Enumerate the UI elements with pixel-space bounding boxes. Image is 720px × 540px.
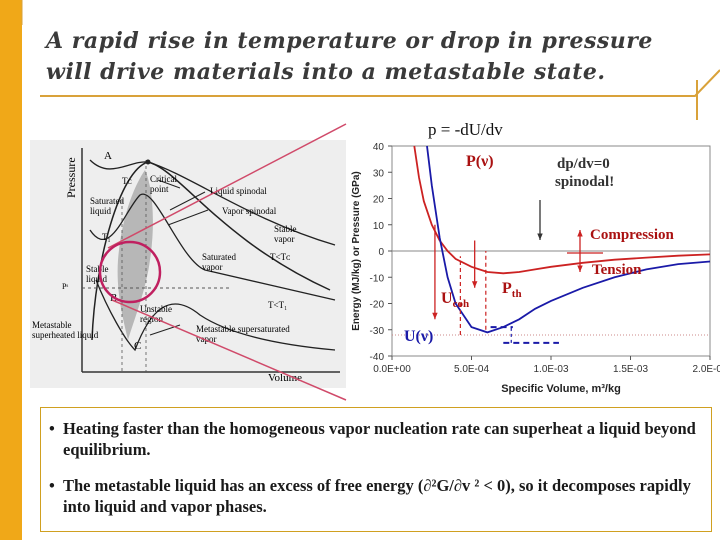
- bullet-1: • Heating faster than the homogeneous va…: [49, 418, 699, 460]
- pv-label-metastable-vapor: Metastable supersaturated vapor: [196, 324, 290, 344]
- pv-label-unstable-region: Unstable region: [140, 304, 172, 324]
- arrow-pth-head: [471, 281, 478, 288]
- arrow-spinodal-head: [537, 233, 543, 240]
- arrow-compression-up-head: [577, 230, 583, 237]
- y-tick-label: -40: [370, 352, 385, 363]
- annotation-u-coh: Ucoh: [441, 290, 469, 310]
- equation-label: p = -dU/dv: [428, 120, 503, 139]
- pv-label-t1: T₁: [102, 232, 111, 242]
- annotation-spinodal-2: spinodal!: [555, 174, 615, 190]
- u-coh-sub: coh: [452, 298, 470, 311]
- annotation-u-nu: U(ν): [404, 328, 434, 345]
- bullet-2-text: The metastable liquid has an excess of f…: [63, 476, 691, 516]
- y-tick-label: 30: [373, 168, 385, 179]
- pv-label-t-lt-t1: T<T₁: [268, 300, 288, 310]
- bullet-box: • Heating faster than the homogeneous va…: [40, 407, 712, 532]
- pv-diagram-drawing: [81, 148, 340, 373]
- pv-label-liquid-spinodal: Liquid spinodal: [210, 186, 267, 196]
- y-axis-label: Energy (MJ/kg) or Pressure (GPa): [351, 171, 362, 331]
- zoom-line-top: [107, 123, 347, 249]
- pv-axis-x: Volume: [268, 372, 303, 384]
- y-tick-label: -30: [370, 326, 385, 337]
- x-tick-label: 2.0E-03: [692, 364, 720, 375]
- pv-label-c: C: [134, 340, 142, 352]
- title-line-2: will drive materials into a metastable s…: [46, 59, 606, 85]
- p-th-sub: th: [511, 288, 522, 301]
- pv-label-vapor-spinodal: Vapor spinodal: [222, 206, 277, 216]
- x-tick-label: 5.0E-04: [454, 364, 489, 375]
- arrow-ucoh-head: [432, 312, 438, 320]
- pv-label-tc: Tᴄ: [122, 176, 132, 186]
- pressure-curve: [413, 145, 711, 275]
- bullet-2-dot: •: [49, 476, 55, 495]
- isotherm-low: [95, 279, 336, 352]
- x-tick-label: 0.0E+00: [373, 364, 411, 375]
- pv-label-t-lt-tc: T<Tᴄ: [270, 252, 291, 262]
- y-tick-label: 10: [373, 221, 385, 232]
- annotation-p-nu: P(ν): [466, 153, 494, 170]
- slide-title: A rapid rise in temperature or drop in p…: [46, 26, 696, 88]
- annotation-compression: Compression: [590, 227, 674, 243]
- p-th-main: P: [502, 280, 512, 297]
- u-coh-main: U: [441, 290, 453, 307]
- unstable-region-shading: [117, 170, 153, 340]
- pv-label-saturated-vapor: Saturated vapor: [202, 252, 236, 272]
- accent-bar: [0, 0, 22, 540]
- y-tick-label: 20: [373, 195, 385, 206]
- y-tick-label: -20: [370, 300, 385, 311]
- chart-area: [346, 122, 720, 402]
- isotherm-t1: [89, 193, 336, 301]
- bullet-2: • The metastable liquid has an excess of…: [49, 475, 699, 517]
- pv-label-a: A: [104, 150, 112, 162]
- bullet-1-dot: •: [49, 419, 55, 438]
- bullet-1-text: Heating faster than the homogeneous vapo…: [63, 419, 696, 459]
- arrow-tension-down-head: [577, 265, 583, 272]
- pv-label-ps: Pˢ: [62, 282, 69, 291]
- x-tick-label: 1.0E-03: [533, 364, 568, 375]
- annotation-tension: Tension: [592, 262, 642, 278]
- pv-diagram: Pressure Volume A Tᴄ Critical point Satu…: [30, 140, 348, 388]
- y-tick-label: -10: [370, 273, 385, 284]
- y-tick-label: 0: [378, 247, 384, 258]
- title-line-1: A rapid rise in temperature or drop in p…: [46, 28, 653, 54]
- title-rules: [21, 0, 720, 120]
- pv-label-stable-liquid: Stable liquid: [86, 264, 109, 284]
- pv-label-stable-vapor: Stable vapor: [274, 224, 297, 244]
- pv-label-critical-point: Critical point: [150, 174, 177, 194]
- annotation-spinodal-1: dp/dv=0: [557, 156, 610, 172]
- pv-label-saturated-liquid: Saturated liquid: [90, 196, 124, 216]
- zoom-circle: [98, 240, 162, 304]
- y-tick-label: 40: [373, 142, 385, 153]
- isotherm-tc: [89, 159, 336, 246]
- annotation-p-th: Pth: [502, 280, 522, 300]
- energy-curve: [426, 145, 711, 334]
- pv-label-metastable-liquid: Metastable superheated liquid: [32, 320, 99, 340]
- zoom-line-bottom: [111, 299, 347, 401]
- x-axis-label: Specific Volume, m³/kg: [501, 383, 621, 395]
- x-tick-label: 1.5E-03: [613, 364, 648, 375]
